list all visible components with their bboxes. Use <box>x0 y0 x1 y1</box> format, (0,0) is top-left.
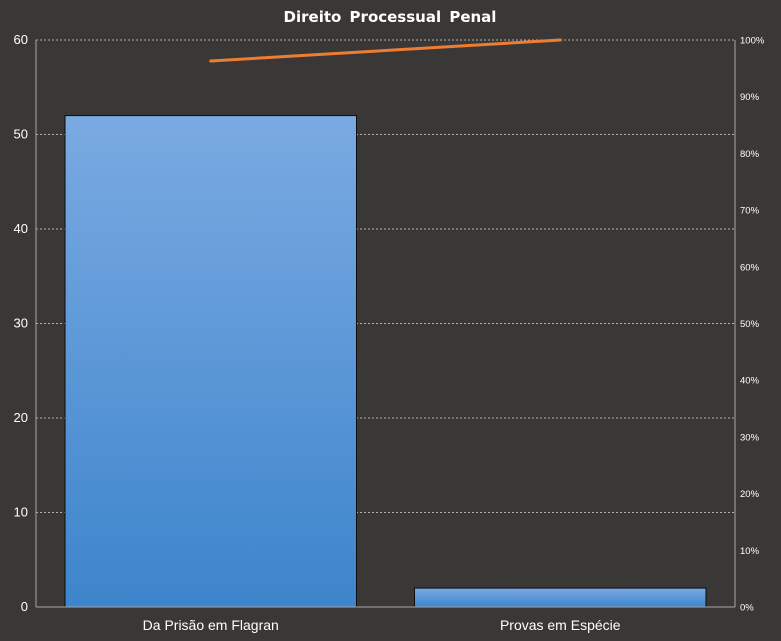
bar <box>64 115 357 608</box>
y2-tick-label: 90% <box>740 92 760 103</box>
y2-tick-label: 50% <box>740 319 760 330</box>
x-tick-label: Provas em Espécie <box>500 617 621 633</box>
y-tick-label: 50 <box>14 127 28 142</box>
y2-tick-label: 70% <box>740 206 760 217</box>
y-tick-label: 60 <box>14 32 28 47</box>
y-tick-label: 0 <box>21 599 28 614</box>
x-tick-label: Da Prisão em Flagran <box>143 617 279 633</box>
y-tick-label: 20 <box>14 410 28 425</box>
y2-tick-label: 60% <box>740 262 760 273</box>
y2-tick-label: 0% <box>740 603 754 614</box>
secondary-y-axis-labels: 0% 10% 20% 30% 40% 50% 60% 70% 80% 90% 100% <box>740 36 765 614</box>
y-tick-label: 40 <box>14 221 28 236</box>
bar <box>414 587 707 608</box>
y2-tick-label: 10% <box>740 546 760 557</box>
y-tick-label: 10 <box>14 505 28 520</box>
y-tick-label: 30 <box>14 316 28 331</box>
y2-tick-label: 20% <box>740 489 760 500</box>
y2-tick-label: 40% <box>740 376 760 387</box>
y-axis-labels: 0 10 20 30 40 50 60 <box>14 32 28 614</box>
x-axis-labels: Da Prisão em Flagran Provas em Espécie <box>143 617 621 633</box>
y2-tick-label: 30% <box>740 432 760 443</box>
y2-tick-label: 80% <box>740 149 760 160</box>
y2-tick-label: 100% <box>740 36 765 47</box>
cumulative-line <box>209 38 562 63</box>
axes <box>35 40 736 608</box>
cumulative-percent-line <box>209 38 562 63</box>
chart-title: Direito Processual Penal <box>284 8 497 26</box>
